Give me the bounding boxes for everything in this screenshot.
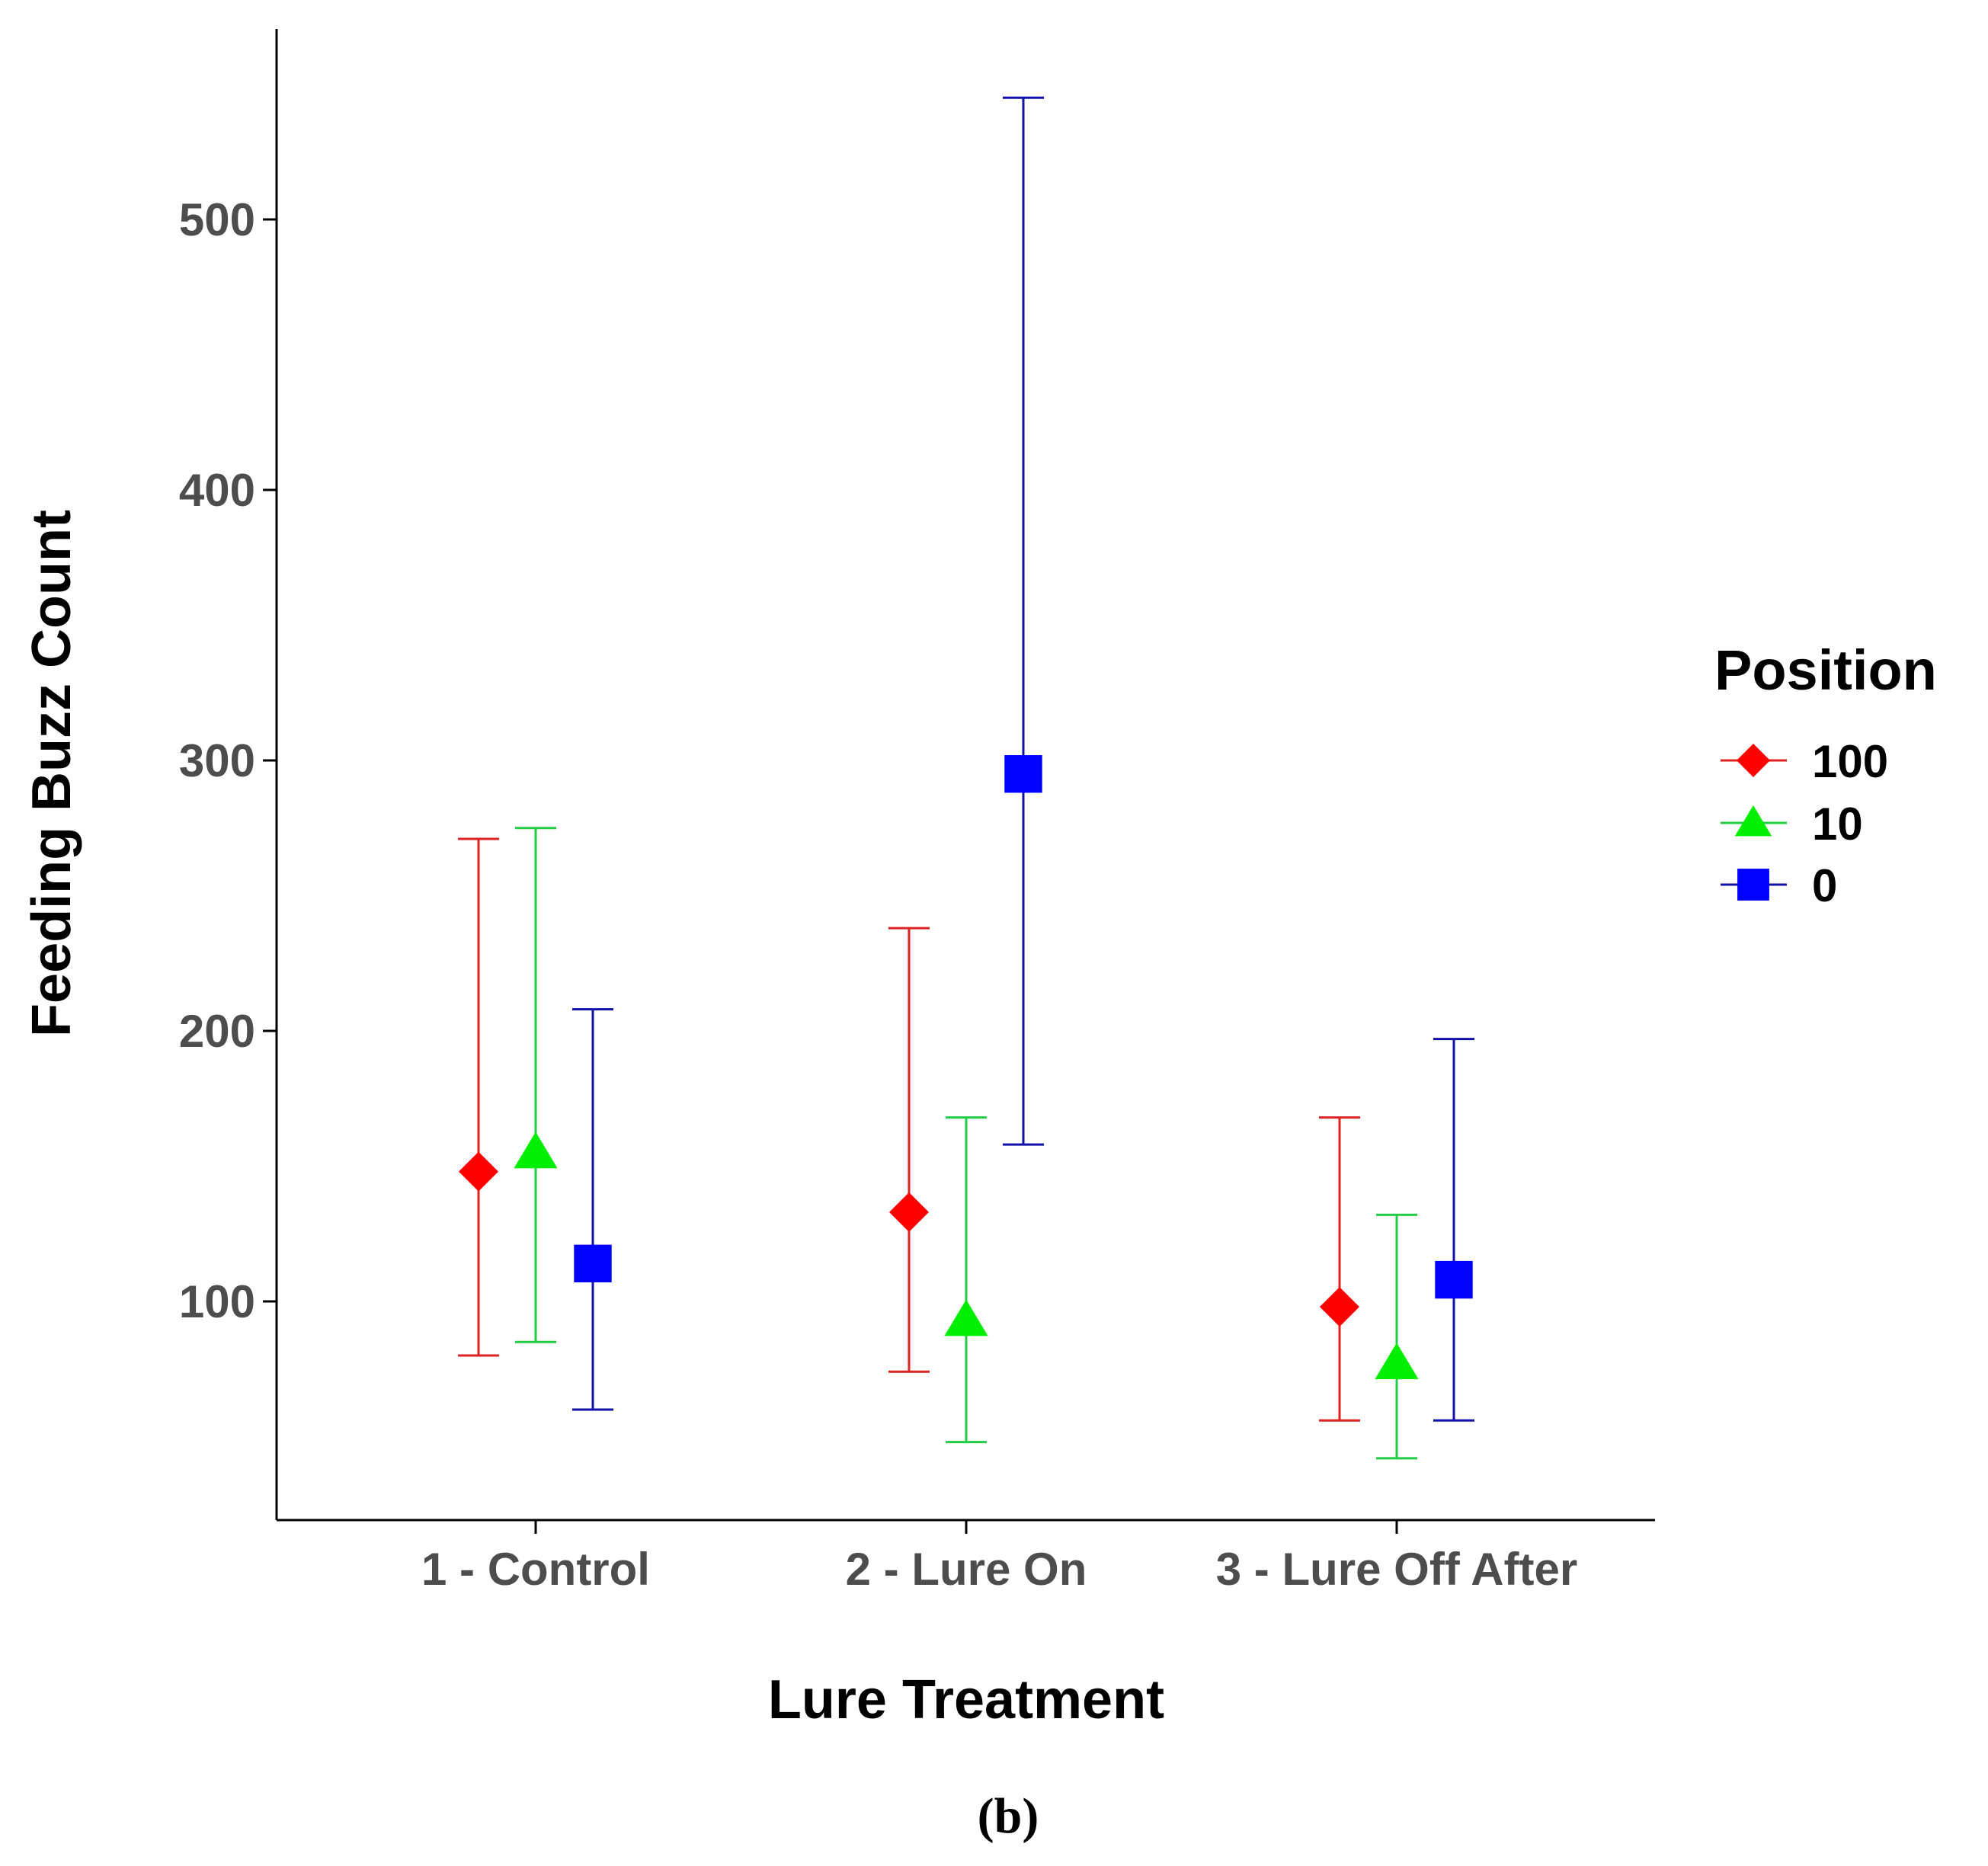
plot-area [458,96,1474,1460]
x-tick-label: 2 - Lure On [846,1544,1087,1595]
data-point [889,1192,929,1232]
data-point [574,1244,612,1282]
legend-title: Position [1714,639,1937,702]
x-tick-label: 3 - Lure Off After [1216,1544,1577,1595]
y-tick-label: 400 [179,465,255,516]
data-point [459,1151,498,1192]
series-100 [458,837,1360,1422]
y-tick-label: 300 [179,735,255,786]
legend-entry-10: 10 [1721,799,1863,850]
series-10 [514,827,1419,1460]
legend-marker [1737,744,1770,777]
y-tick-label: 500 [179,194,255,245]
y-tick-label: 100 [179,1276,255,1327]
legend-marker [1737,869,1769,901]
legend-label: 100 [1812,736,1888,787]
y-axis-title: Feeding Buzz Count [21,510,82,1037]
axes: 100 200 300 400 500 1 - Control 2 - Lure On 3 -… [179,29,1655,1595]
x-tick-label: 1 - Control [421,1544,650,1595]
legend-label: 10 [1812,799,1863,850]
series-0 [572,96,1474,1422]
x-axis-title: Lure Treatment [768,1669,1164,1730]
data-point [1435,1260,1473,1299]
data-point [1320,1287,1359,1327]
data-point [514,1131,558,1169]
legend-entry-0: 0 [1721,860,1837,911]
data-point [1375,1343,1419,1380]
y-tick-label: 200 [179,1006,255,1057]
data-point [1004,755,1042,793]
data-point [944,1299,988,1336]
legend-label: 0 [1812,860,1837,911]
figure-caption: (b) [978,1788,1039,1844]
legend-entry-100: 100 [1721,736,1888,787]
legend-marker [1734,805,1772,837]
